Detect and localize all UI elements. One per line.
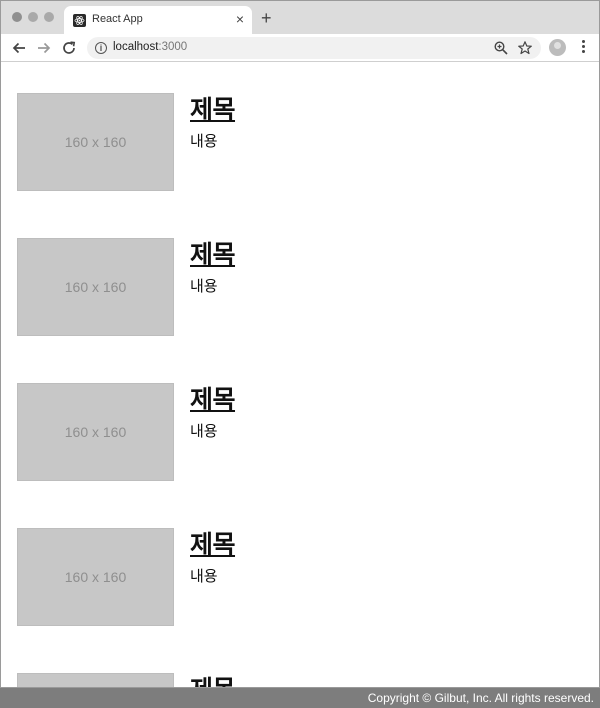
maximize-window-button[interactable]	[44, 12, 54, 22]
react-favicon-icon	[73, 14, 86, 27]
news-contents: 제목 내용	[190, 383, 236, 441]
copyright-notice: Copyright © Gilbut, Inc. All rights rese…	[0, 688, 600, 708]
close-window-button[interactable]	[12, 12, 22, 22]
tab-title: React App	[92, 13, 143, 25]
news-item: 160 x 160 제목 내용	[17, 383, 577, 528]
tab-strip: React App × +	[1, 1, 599, 34]
new-tab-button[interactable]: +	[261, 8, 272, 28]
news-description: 내용	[190, 568, 218, 585]
news-item: 160 x 160 제목 내용	[17, 93, 577, 238]
address-bar[interactable]: i localhost:3000	[87, 37, 541, 59]
news-item: 160 x 160 제목 내용	[17, 238, 577, 383]
news-contents: 제목 내용	[190, 238, 236, 296]
url-host: localhost	[113, 41, 159, 53]
news-title-link[interactable]: 제목	[190, 675, 236, 687]
kebab-menu-icon[interactable]	[577, 40, 589, 56]
browser-window: React App × + i localhost:3000	[0, 0, 600, 688]
zoom-icon[interactable]	[493, 40, 509, 56]
news-contents: 제목 내용	[190, 673, 236, 687]
news-title-link[interactable]: 제목	[190, 96, 236, 124]
url-text[interactable]: localhost:3000	[113, 41, 187, 53]
arrow-left-icon[interactable]	[10, 39, 28, 57]
news-item: 160 x 160 제목 내용	[17, 528, 577, 673]
thumbnail-image[interactable]: 160 x 160	[17, 238, 174, 336]
news-contents: 제목 내용	[190, 528, 236, 586]
page-viewport: 160 x 160 제목 내용 160 x 160 제목 내용 160 x 16…	[1, 63, 599, 687]
news-contents: 제목 내용	[190, 93, 236, 151]
news-item: 160 x 160 제목 내용	[17, 673, 577, 687]
tab-react-app[interactable]: React App ×	[64, 6, 252, 34]
star-icon[interactable]	[517, 40, 533, 56]
news-list: 160 x 160 제목 내용 160 x 160 제목 내용 160 x 16…	[17, 93, 577, 687]
news-description: 내용	[190, 278, 218, 295]
arrow-right-icon[interactable]	[35, 39, 53, 57]
news-title-link[interactable]: 제목	[190, 241, 236, 269]
news-description: 내용	[190, 423, 218, 440]
profile-avatar[interactable]	[549, 39, 566, 56]
thumbnail-image[interactable]: 160 x 160	[17, 383, 174, 481]
thumbnail-image[interactable]: 160 x 160	[17, 673, 174, 687]
url-port: :3000	[158, 41, 188, 53]
thumbnail-image[interactable]: 160 x 160	[17, 528, 174, 626]
info-icon[interactable]: i	[95, 42, 107, 54]
thumbnail-image[interactable]: 160 x 160	[17, 93, 174, 191]
news-title-link[interactable]: 제목	[190, 531, 236, 559]
browser-toolbar: i localhost:3000	[1, 34, 599, 62]
news-title-link[interactable]: 제목	[190, 386, 236, 414]
news-description: 내용	[190, 133, 218, 150]
minimize-window-button[interactable]	[28, 12, 38, 22]
reload-icon[interactable]	[60, 39, 78, 57]
tab-close-icon[interactable]: ×	[235, 11, 244, 27]
